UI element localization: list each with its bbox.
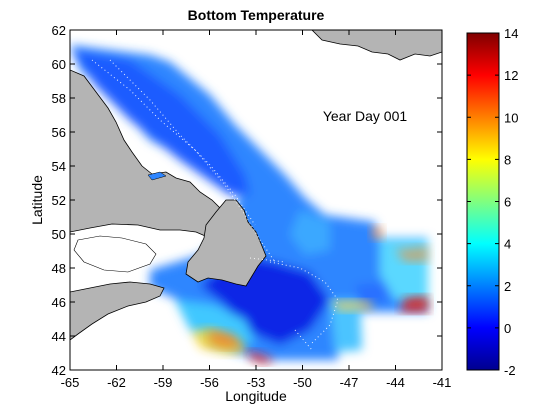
x-tick-label: -62 [107,375,126,390]
y-tick-label: 62 [52,23,66,38]
x-axis-ticks: -65 -62 -59 -56 -53 -50 -47 -44 -41 [61,30,452,390]
map-area [70,30,442,370]
colorbar: -2 0 2 4 6 8 10 12 14 [466,26,518,378]
lake-melville-water [147,171,167,181]
maritimes-land [70,281,165,341]
labrador-coast-land [70,69,227,239]
colorbar-tick-label: 6 [504,195,511,210]
colorbar-tick-label: 12 [504,68,518,83]
colorbar-tick-label: 10 [504,110,518,125]
y-axis-label: Latitude [29,175,45,225]
x-tick-label: -59 [154,375,173,390]
x-axis-label: Longitude [225,388,287,404]
chart-title: Bottom Temperature [188,7,325,23]
land-masses [70,30,442,341]
colorbar-ticks: -2 0 2 4 6 8 10 12 14 [467,26,518,378]
y-tick-label: 56 [52,125,66,140]
newfoundland-land [185,199,267,287]
colorbar-tick-label: 8 [504,152,511,167]
y-tick-label: 58 [52,91,66,106]
x-tick-label: -53 [247,375,266,390]
x-tick-label: -65 [61,375,80,390]
y-tick-label: 54 [52,159,66,174]
x-tick-label: -47 [340,375,359,390]
colorbar-gradient [466,32,500,371]
greenland-land [311,30,442,61]
x-tick-label: -44 [386,375,405,390]
y-tick-label: 48 [52,261,66,276]
colorbar-tick-label: 0 [504,321,511,336]
y-tick-label: 44 [52,329,66,344]
y-tick-label: 46 [52,295,66,310]
y-tick-label: 60 [52,57,66,72]
x-tick-label: -56 [200,375,219,390]
temperature-field [70,45,428,364]
x-tick-label: -41 [433,375,452,390]
x-tick-label: -50 [293,375,312,390]
year-day-annotation: Year Day 001 [323,108,408,124]
colorbar-tick-label: 14 [504,26,518,41]
y-tick-label: 52 [52,193,66,208]
y-axis-ticks: 42 44 46 48 50 52 54 56 58 60 62 [52,23,442,378]
y-tick-label: 50 [52,227,66,242]
isobath-contours [91,59,339,351]
colorbar-tick-label: 4 [504,237,511,252]
colorbar-tick-label: 2 [504,279,511,294]
gulf-st-lawrence-water [73,235,157,273]
colorbar-tick-label: -2 [504,363,516,378]
y-tick-label: 42 [52,363,66,378]
